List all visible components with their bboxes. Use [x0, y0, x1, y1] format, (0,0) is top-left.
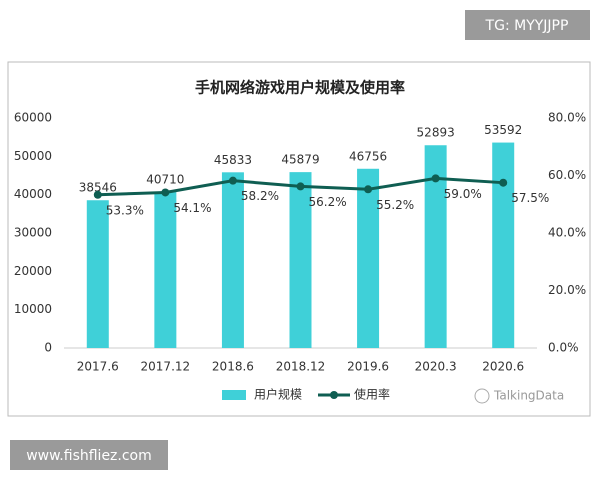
y-tick-label: 0	[44, 341, 52, 355]
y-tick-label: 50000	[14, 149, 52, 163]
x-tick-label: 2017.6	[77, 360, 119, 374]
bar	[154, 191, 177, 348]
x-tick-label: 2019.6	[347, 360, 389, 374]
legend-swatch	[330, 391, 338, 399]
y-tick-label: 40000	[14, 187, 52, 201]
watermark: TG: MYYJJPP	[485, 18, 569, 34]
x-tick-label: 2020.6	[482, 360, 524, 374]
line-point	[93, 190, 102, 199]
watermark-box	[10, 440, 168, 470]
line-value-label: 55.2%	[376, 198, 414, 212]
line-point	[364, 185, 373, 194]
x-tick-label: 2017.12	[141, 360, 191, 374]
bar	[86, 200, 109, 348]
y2-tick-label: 40.0%	[548, 226, 586, 240]
y2-tick-label: 0.0%	[548, 341, 579, 355]
bar	[357, 168, 380, 348]
chart-title: 手机网络游戏用户规模及使用率	[195, 79, 405, 97]
legend-swatch	[222, 390, 246, 400]
y-tick-label: 20000	[14, 264, 52, 278]
bar-value-label: 40710	[146, 172, 184, 186]
x-tick-label: 2020.3	[415, 360, 457, 374]
bar-value-label: 52893	[417, 126, 455, 140]
watermark: www.fishfliez.com	[26, 448, 152, 464]
legend-label: 用户规模	[254, 387, 302, 402]
line-value-label: 54.1%	[173, 201, 211, 215]
bar	[289, 172, 312, 348]
line-value-label: 58.2%	[241, 189, 279, 203]
y2-tick-label: 80.0%	[548, 111, 586, 125]
line-point	[228, 176, 237, 185]
x-tick-label: 2018.12	[276, 360, 326, 374]
bar	[221, 172, 244, 348]
bar	[424, 145, 447, 348]
logo-icon	[474, 388, 490, 404]
logo-text: TalkingData	[493, 389, 564, 403]
line-value-label: 53.3%	[106, 203, 144, 217]
line-value-label: 59.0%	[444, 187, 482, 201]
bar-value-label: 45833	[214, 153, 252, 167]
bar-value-label: 53592	[484, 123, 522, 137]
line-point	[499, 178, 508, 187]
y-tick-label: 10000	[14, 302, 52, 316]
x-tick-label: 2018.6	[212, 360, 254, 374]
bar-value-label: 38546	[79, 181, 117, 195]
y-tick-label: 30000	[14, 226, 52, 240]
line-point	[296, 182, 305, 191]
line-point	[161, 188, 170, 197]
y2-tick-label: 60.0%	[548, 168, 586, 182]
line-value-label: 57.5%	[511, 191, 549, 205]
y2-tick-label: 20.0%	[548, 283, 586, 297]
line-point	[431, 174, 440, 183]
bar	[492, 142, 515, 348]
line-value-label: 56.2%	[309, 195, 347, 209]
legend-label: 使用率	[354, 387, 390, 402]
watermark-box	[465, 10, 590, 40]
bar-value-label: 46756	[349, 149, 387, 163]
bar-value-label: 45879	[281, 153, 319, 167]
y-tick-label: 60000	[14, 111, 52, 125]
